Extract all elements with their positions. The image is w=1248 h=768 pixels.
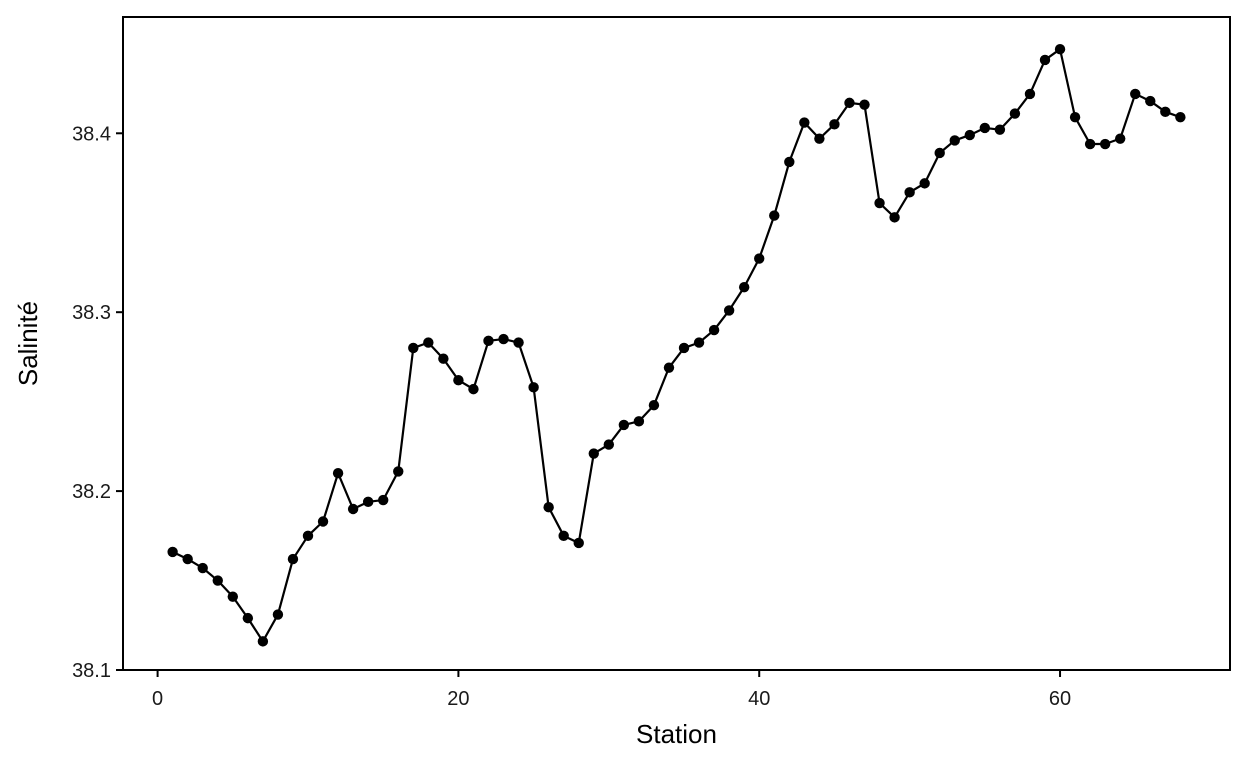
- data-point: [1115, 133, 1126, 144]
- x-tick-label: 40: [748, 688, 770, 710]
- data-point: [287, 553, 299, 565]
- data-point: [979, 122, 991, 134]
- x-tick-label: 0: [152, 688, 163, 710]
- data-point: [738, 281, 750, 293]
- data-point: [543, 502, 554, 513]
- data-point: [708, 324, 720, 336]
- data-point: [212, 575, 223, 586]
- data-point: [227, 591, 238, 602]
- data-point: [588, 448, 599, 459]
- y-tick-label: 38.1: [72, 660, 111, 682]
- data-point: [633, 416, 645, 427]
- x-tick-label: 20: [447, 688, 469, 710]
- data-point: [438, 353, 449, 364]
- data-point: [197, 562, 208, 574]
- data-point: [949, 135, 960, 146]
- data-point: [1175, 111, 1186, 123]
- data-point: [408, 342, 419, 354]
- data-point: [889, 212, 900, 223]
- data-point: [468, 383, 479, 395]
- data-point: [769, 210, 780, 221]
- data-point: [784, 156, 795, 168]
- y-axis: 38.1 38.2 38.3 38.4: [72, 123, 123, 682]
- data-point: [302, 530, 314, 542]
- data-point: [1054, 44, 1066, 55]
- data-point: [393, 466, 404, 477]
- data-point: [332, 468, 344, 479]
- data-point: [1130, 88, 1141, 100]
- data-point: [483, 335, 494, 347]
- data-point: [423, 337, 434, 348]
- data-point: [844, 97, 855, 109]
- data-point: [1145, 95, 1156, 107]
- data-point: [994, 124, 1006, 135]
- plot-panel: [122, 16, 1231, 671]
- data-point: [964, 129, 975, 141]
- data-point: [678, 342, 690, 354]
- data-point: [453, 374, 464, 386]
- data-point: [347, 503, 359, 515]
- x-axis: 0 20 40 60: [152, 670, 1071, 710]
- data-point: [1099, 138, 1111, 150]
- data-point: [814, 133, 825, 144]
- data-point: [1160, 106, 1171, 118]
- data-point: [1084, 138, 1096, 150]
- data-point: [829, 119, 840, 130]
- data-point: [272, 609, 284, 620]
- data-point: [904, 187, 915, 198]
- data-point: [693, 337, 705, 348]
- x-tick-label: 60: [1049, 688, 1071, 710]
- data-point: [874, 197, 885, 209]
- data-point: [723, 305, 735, 316]
- data-point: [528, 382, 539, 393]
- data-point: [1009, 108, 1021, 119]
- data-point: [799, 117, 810, 128]
- data-point: [618, 419, 630, 431]
- data-point: [242, 612, 254, 624]
- data-point: [1024, 88, 1036, 100]
- data-point: [257, 636, 269, 647]
- data-point: [573, 537, 584, 549]
- data-point: [513, 337, 524, 348]
- salinity-series-points: [167, 44, 1186, 647]
- x-axis-title: Station: [636, 719, 717, 749]
- data-point: [167, 546, 178, 558]
- data-point: [919, 178, 930, 189]
- y-axis-title: Salinité: [13, 301, 43, 386]
- data-point: [1069, 111, 1081, 123]
- data-point: [378, 494, 389, 506]
- data-point: [498, 333, 509, 345]
- y-tick-label: 38.2: [72, 481, 111, 503]
- data-point: [558, 530, 569, 542]
- data-point: [754, 253, 765, 264]
- data-point: [648, 400, 660, 411]
- data-point: [603, 439, 615, 450]
- data-point: [859, 99, 870, 110]
- y-tick-label: 38.4: [72, 123, 111, 145]
- data-point: [934, 147, 945, 159]
- data-point: [182, 553, 193, 565]
- data-point: [317, 516, 329, 527]
- data-point: [362, 496, 374, 508]
- data-point: [663, 362, 675, 373]
- y-tick-label: 38.3: [72, 302, 111, 324]
- data-point: [1039, 54, 1051, 66]
